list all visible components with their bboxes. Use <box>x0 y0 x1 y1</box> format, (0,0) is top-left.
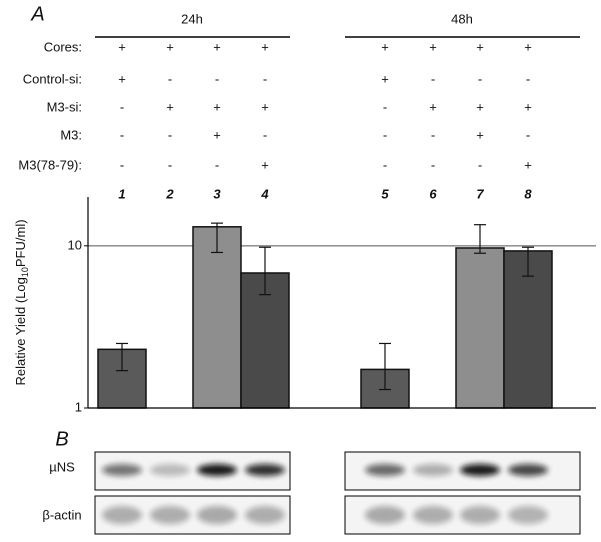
lane-number: 3 <box>213 186 221 201</box>
blot-band <box>197 464 237 476</box>
blot-band <box>413 464 453 476</box>
blot-band <box>150 506 190 524</box>
y-axis-label: Relative Yield (Log10PFU/ml) <box>13 219 30 385</box>
condition-mark: - <box>431 127 435 142</box>
lane-number: 4 <box>260 186 269 201</box>
error-bar <box>474 224 486 254</box>
blot-band <box>460 464 500 476</box>
condition-mark: - <box>120 99 124 114</box>
bar <box>455 247 505 409</box>
condition-mark: - <box>120 127 124 142</box>
y-tick-label: 1 <box>75 399 82 414</box>
blot-label: β-actin <box>42 507 81 522</box>
condition-mark: + <box>261 157 269 172</box>
condition-mark: - <box>168 157 172 172</box>
condition-mark: - <box>215 71 219 86</box>
blot-band <box>197 506 237 524</box>
condition-mark: + <box>524 39 532 54</box>
condition-mark: + <box>213 99 221 114</box>
condition-mark: + <box>429 99 437 114</box>
blot-band <box>413 506 453 524</box>
error-bar <box>379 342 391 391</box>
condition-mark: + <box>381 71 389 86</box>
condition-mark: + <box>524 99 532 114</box>
blot-band <box>245 464 285 476</box>
error-bar <box>116 342 128 372</box>
blot-band <box>150 464 190 476</box>
condition-mark: - <box>431 71 435 86</box>
blot-band <box>365 464 405 476</box>
blot-band <box>508 464 548 476</box>
blot-band <box>245 506 285 524</box>
blot-band <box>365 506 405 524</box>
condition-label: M3(78-79): <box>18 157 82 172</box>
condition-mark: - <box>526 71 530 86</box>
blot-band <box>508 506 548 524</box>
condition-mark: - <box>168 71 172 86</box>
condition-mark: - <box>263 71 267 86</box>
lane-number: 5 <box>381 186 389 201</box>
panel-label: A <box>30 3 44 25</box>
condition-mark: + <box>381 39 389 54</box>
condition-mark: - <box>263 127 267 142</box>
blot-band <box>102 506 142 524</box>
blot-band <box>460 506 500 524</box>
y-axis-label-part: Relative Yield (Log <box>13 277 28 385</box>
error-bar <box>259 246 271 296</box>
condition-mark: + <box>166 39 174 54</box>
condition-mark: - <box>215 157 219 172</box>
condition-mark: - <box>120 157 124 172</box>
bar <box>192 226 242 409</box>
y-axis-label-part: 10 <box>20 267 30 277</box>
condition-mark: - <box>526 127 530 142</box>
condition-label: Cores: <box>44 39 82 54</box>
condition-mark: - <box>383 99 387 114</box>
error-bar <box>211 222 223 254</box>
condition-mark: + <box>166 99 174 114</box>
lane-number: 7 <box>476 186 484 201</box>
condition-mark: + <box>118 39 126 54</box>
condition-mark: + <box>476 39 484 54</box>
condition-mark: - <box>478 157 482 172</box>
group-label: 24h <box>181 11 203 26</box>
condition-mark: + <box>261 99 269 114</box>
condition-mark: - <box>383 127 387 142</box>
condition-mark: + <box>118 71 126 86</box>
error-bar <box>522 246 534 277</box>
group-label: 48h <box>451 11 473 26</box>
condition-mark: - <box>168 127 172 142</box>
lane-number: 2 <box>165 186 174 201</box>
condition-mark: + <box>213 39 221 54</box>
condition-mark: - <box>478 71 482 86</box>
condition-mark: + <box>261 39 269 54</box>
condition-label: Control-si: <box>23 71 82 86</box>
blot-band <box>102 464 142 476</box>
condition-label: M3-si: <box>47 99 82 114</box>
lane-number: 8 <box>524 186 532 201</box>
blot-label: µNS <box>49 459 75 474</box>
panel-label: B <box>55 428 68 450</box>
condition-mark: + <box>429 39 437 54</box>
y-axis-label-part: PFU/ml) <box>13 219 28 267</box>
condition-mark: + <box>476 127 484 142</box>
bar <box>503 250 553 409</box>
y-tick-label: 10 <box>68 237 82 252</box>
condition-mark: + <box>524 157 532 172</box>
blot-bands <box>102 464 548 524</box>
condition-mark: - <box>431 157 435 172</box>
lane-number: 6 <box>429 186 437 201</box>
condition-mark: + <box>213 127 221 142</box>
lane-number: 1 <box>118 186 125 201</box>
condition-mark: + <box>476 99 484 114</box>
condition-label: M3: <box>60 127 82 142</box>
condition-mark: - <box>383 157 387 172</box>
